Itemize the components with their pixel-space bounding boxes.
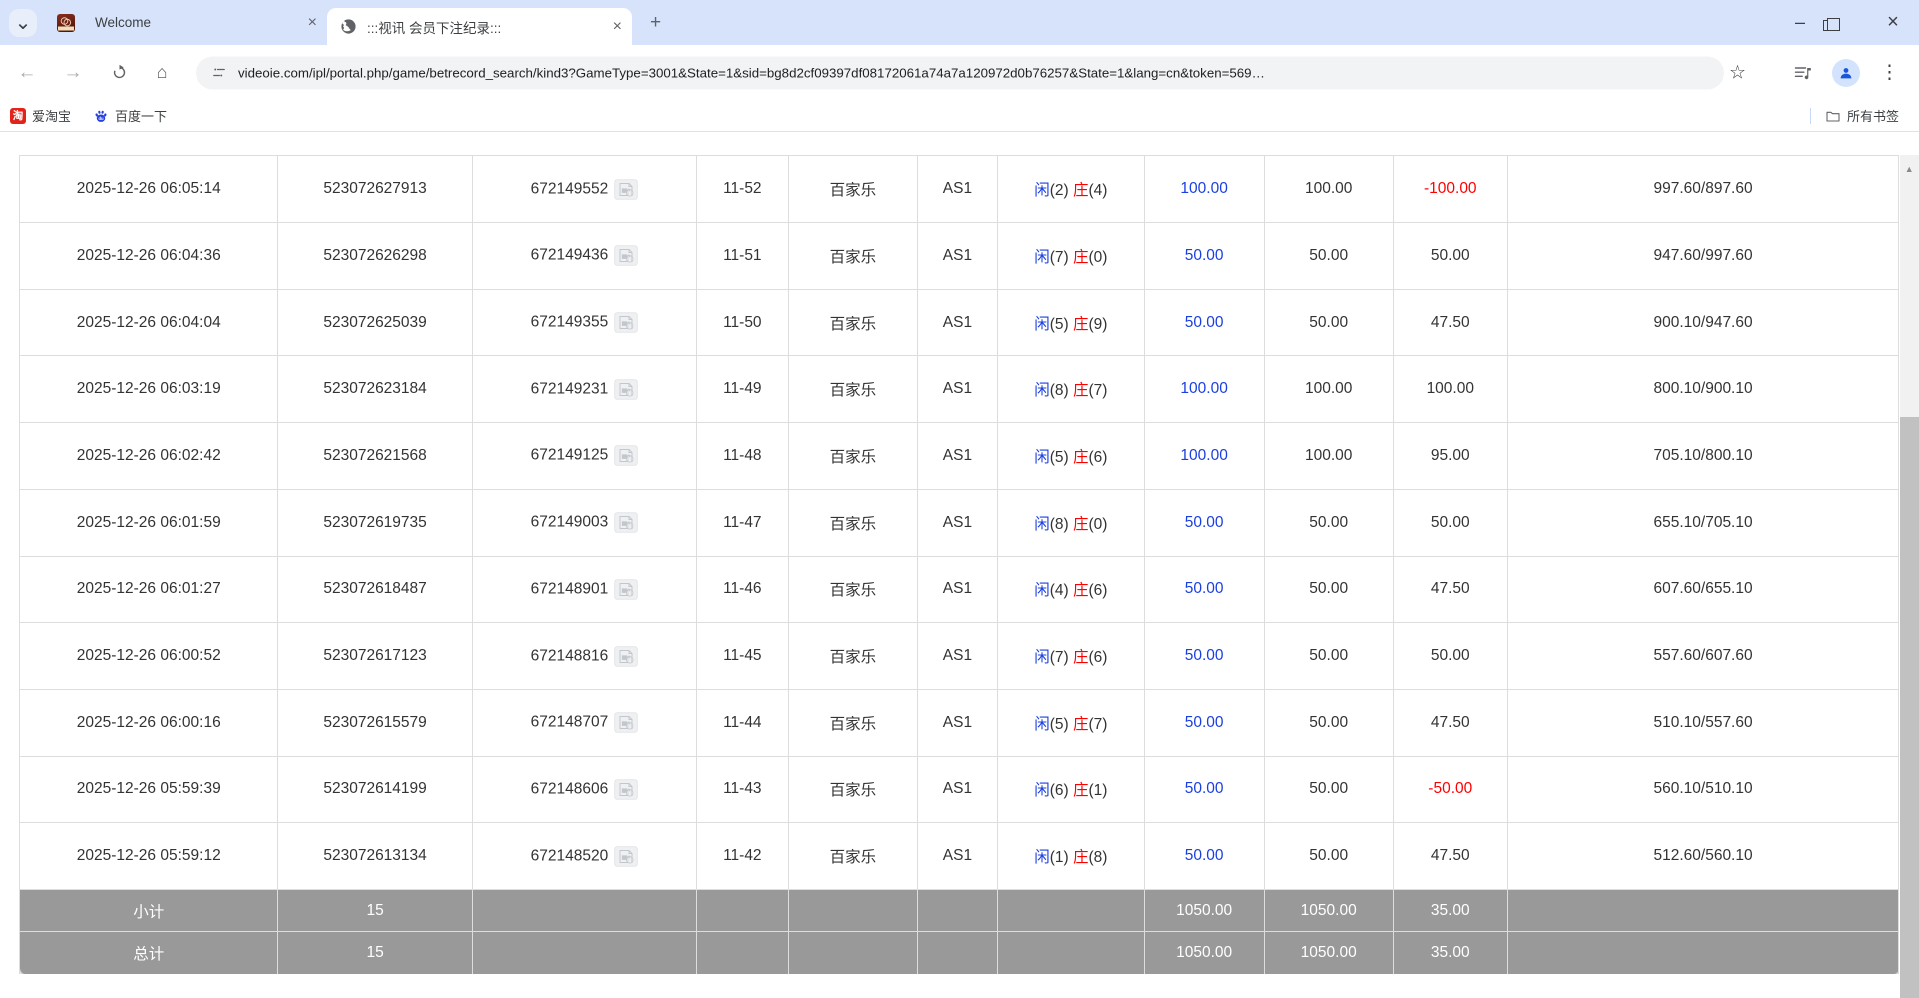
svg-text:du: du <box>98 116 104 121</box>
